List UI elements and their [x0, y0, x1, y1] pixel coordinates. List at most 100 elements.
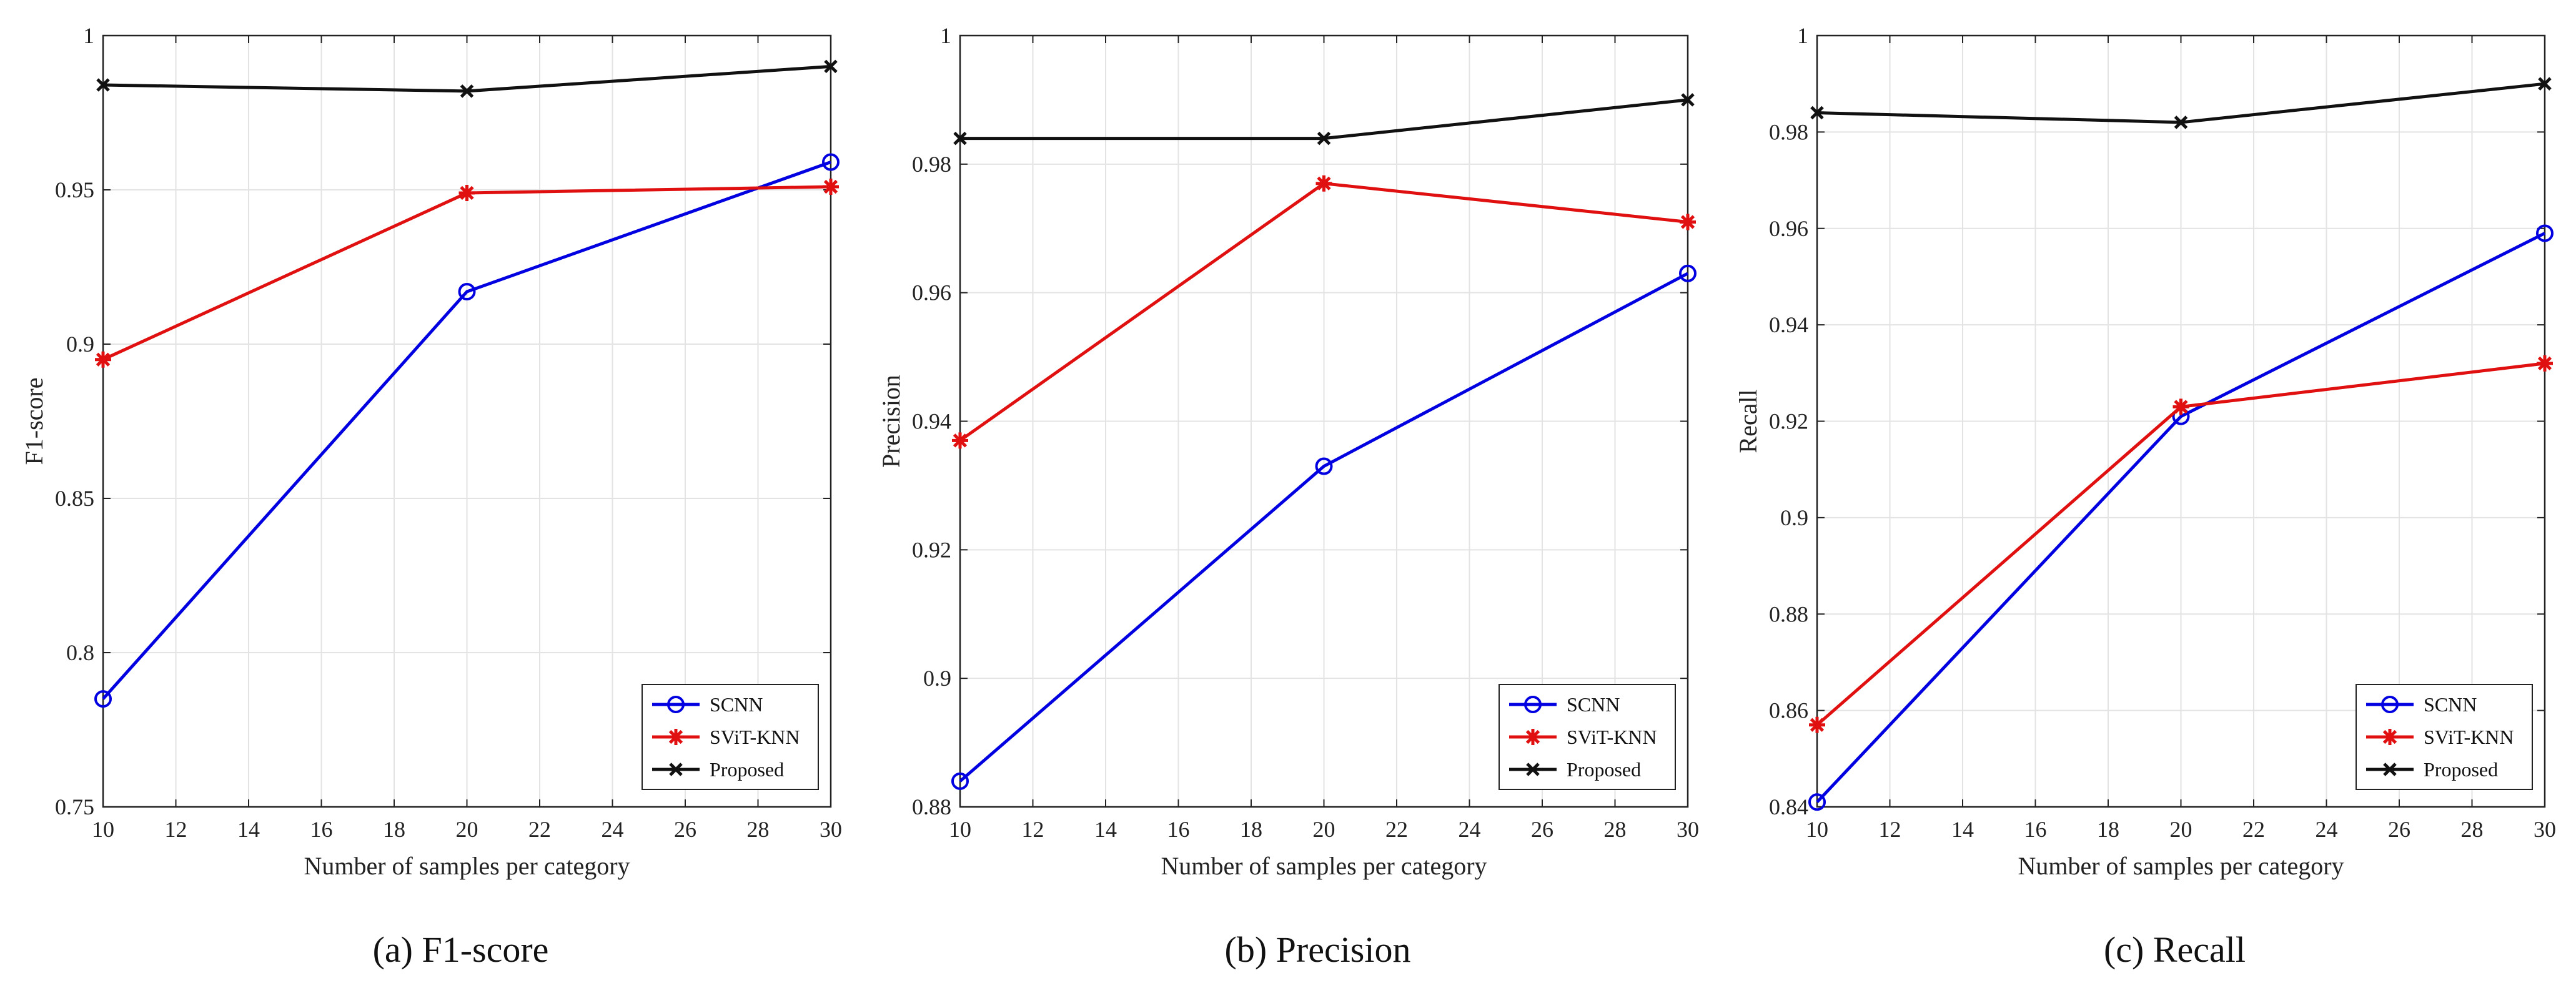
- legend-item: Proposed: [652, 758, 784, 781]
- x-tick-label: 10: [1806, 817, 1828, 842]
- data-point: [952, 432, 968, 449]
- x-tick-label: 12: [1879, 817, 1901, 842]
- legend-marker: [667, 696, 685, 713]
- x-tick-label: 26: [2388, 817, 2410, 842]
- y-tick-label: 0.92: [1769, 409, 1808, 434]
- series-svit-knn: [1809, 355, 2553, 733]
- x-tick-label: 18: [383, 817, 405, 842]
- data-point: [1808, 793, 1826, 811]
- data-point: [1317, 131, 1331, 146]
- legend-item: SCNN: [2366, 693, 2477, 716]
- legend-label: SViT-KNN: [710, 726, 800, 748]
- data-point: [824, 59, 838, 74]
- data-point: [951, 772, 969, 790]
- y-tick-label: 0.92: [912, 537, 951, 562]
- series-proposed: [1810, 77, 2552, 129]
- data-point: [460, 84, 474, 98]
- y-tick-label: 1: [940, 23, 951, 48]
- x-tick-label: 14: [1094, 817, 1117, 842]
- legend-marker: [2381, 696, 2399, 713]
- data-point: [1315, 457, 1333, 475]
- chart-caption: (c) Recall: [2104, 929, 2246, 970]
- x-tick-label: 22: [2242, 817, 2265, 842]
- x-tick-label: 30: [2534, 817, 2556, 842]
- x-tick-label: 26: [1531, 817, 1553, 842]
- legend-item: SViT-KNN: [1509, 726, 1657, 748]
- chart-caption: (b) Precision: [1225, 929, 1411, 970]
- x-tick-label: 28: [1604, 817, 1627, 842]
- legend-marker: [2382, 729, 2398, 745]
- data-point: [2172, 398, 2189, 415]
- legend-label: Proposed: [2424, 758, 2498, 781]
- x-axis-title: Number of samples per category: [304, 852, 630, 880]
- x-tick-label: 26: [674, 817, 696, 842]
- y-tick-label: 0.75: [55, 794, 94, 819]
- legend: SCNN SViT-KNN Proposed: [642, 684, 819, 790]
- x-tick-label: 16: [2024, 817, 2047, 842]
- y-tick-label: 0.85: [55, 486, 94, 511]
- y-tick-label: 0.86: [1769, 698, 1808, 723]
- x-tick-label: 30: [820, 817, 842, 842]
- data-point: [1681, 93, 1695, 107]
- legend-label: SCNN: [710, 693, 763, 716]
- legend-item: SCNN: [652, 693, 763, 716]
- x-tick-label: 20: [456, 817, 478, 842]
- y-tick-label: 0.98: [912, 152, 951, 177]
- y-tick-label: 1: [83, 23, 94, 48]
- data-point: [2536, 224, 2554, 242]
- legend-item: Proposed: [2366, 758, 2498, 781]
- legend-marker: [1525, 729, 1541, 745]
- legend-label: Proposed: [1567, 758, 1641, 781]
- data-point: [1315, 175, 1332, 192]
- legend-item: SViT-KNN: [652, 726, 800, 748]
- x-tick-label: 10: [92, 817, 114, 842]
- y-tick-label: 0.8: [66, 640, 94, 665]
- x-tick-label: 10: [949, 817, 971, 842]
- legend: SCNN SViT-KNN Proposed: [1499, 684, 1676, 790]
- y-tick-label: 0.96: [1769, 216, 1808, 241]
- y-tick-label: 0.9: [66, 332, 94, 357]
- x-tick-label: 18: [1240, 817, 1262, 842]
- series-proposed: [953, 93, 1695, 146]
- y-tick-label: 0.98: [1769, 119, 1808, 144]
- data-point: [1680, 214, 1696, 230]
- x-tick-label: 12: [165, 817, 187, 842]
- data-point: [458, 283, 476, 301]
- legend-item: SCNN: [1509, 693, 1620, 716]
- legend-marker: [669, 763, 683, 776]
- x-tick-label: 24: [1459, 817, 1481, 842]
- y-tick-label: 0.95: [55, 177, 94, 202]
- legend-marker: [2383, 763, 2397, 776]
- legend-item: Proposed: [1509, 758, 1641, 781]
- legend-marker: [668, 729, 684, 745]
- y-tick-label: 0.94: [1769, 312, 1808, 337]
- series-line: [1816, 232, 2546, 803]
- y-axis-title: Recall: [1734, 389, 1762, 453]
- data-point: [2537, 355, 2553, 372]
- legend-item: SViT-KNN: [2366, 726, 2514, 748]
- series-scnn: [94, 153, 840, 708]
- x-tick-label: 16: [1167, 817, 1190, 842]
- data-point: [96, 78, 110, 92]
- data-point: [953, 131, 967, 146]
- data-point: [823, 179, 839, 195]
- series-line: [959, 272, 1689, 783]
- legend-label: Proposed: [710, 758, 784, 781]
- data-point: [1810, 106, 1824, 120]
- data-point: [94, 690, 112, 708]
- legend-label: SViT-KNN: [1567, 726, 1657, 748]
- y-tick-label: 1: [1797, 23, 1808, 48]
- data-point: [458, 184, 475, 201]
- legend-label: SViT-KNN: [2424, 726, 2514, 748]
- x-tick-label: 24: [2316, 817, 2338, 842]
- chart-caption: (a) F1-score: [373, 929, 549, 970]
- chart-f1-score: 10 12 14 16 18 20 22 24 26 28 30 0.75 0.8 0.85 0.9 0.95…: [20, 23, 842, 970]
- series-scnn: [951, 264, 1697, 790]
- x-tick-label: 12: [1022, 817, 1044, 842]
- x-tick-label: 14: [237, 817, 260, 842]
- y-tick-label: 0.88: [1769, 601, 1808, 626]
- x-tick-label: 20: [2170, 817, 2192, 842]
- x-axis-title: Number of samples per category: [1161, 852, 1487, 880]
- y-axis-title: Precision: [877, 375, 905, 468]
- y-tick-label: 0.94: [912, 409, 951, 434]
